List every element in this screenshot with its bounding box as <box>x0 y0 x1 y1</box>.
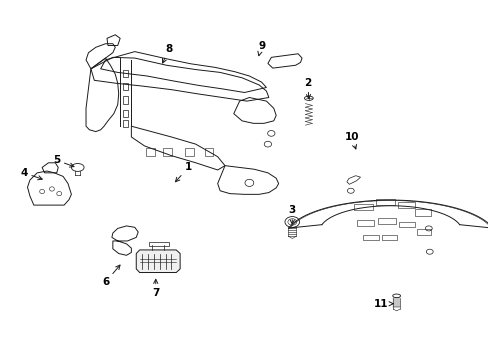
Bar <box>204 148 213 156</box>
Text: 9: 9 <box>257 41 264 56</box>
Text: 1: 1 <box>175 162 192 182</box>
Bar <box>184 148 193 156</box>
Bar <box>377 218 395 224</box>
Text: 5: 5 <box>53 155 74 167</box>
Bar <box>398 222 414 227</box>
Text: 4: 4 <box>20 168 42 180</box>
Bar <box>397 202 414 208</box>
Text: 3: 3 <box>288 206 295 224</box>
Ellipse shape <box>71 163 84 171</box>
Bar <box>146 148 155 156</box>
Bar <box>414 210 430 216</box>
Bar <box>416 229 430 234</box>
Ellipse shape <box>392 294 400 298</box>
Bar <box>356 220 373 226</box>
Bar <box>353 204 372 211</box>
Bar <box>149 242 168 246</box>
Text: 6: 6 <box>102 265 120 287</box>
Bar <box>381 235 396 240</box>
Polygon shape <box>136 250 180 273</box>
Text: 2: 2 <box>304 78 311 99</box>
Bar <box>122 110 128 117</box>
Ellipse shape <box>304 96 313 100</box>
Text: 11: 11 <box>373 299 392 309</box>
Bar <box>163 148 171 156</box>
Text: 8: 8 <box>162 44 172 63</box>
Text: 10: 10 <box>344 132 358 149</box>
Bar <box>362 235 378 240</box>
Bar <box>122 83 128 90</box>
Bar <box>375 199 394 205</box>
Circle shape <box>285 217 299 227</box>
Bar <box>122 96 128 104</box>
Bar <box>122 120 128 127</box>
Bar <box>122 69 128 77</box>
Text: 7: 7 <box>152 279 159 298</box>
